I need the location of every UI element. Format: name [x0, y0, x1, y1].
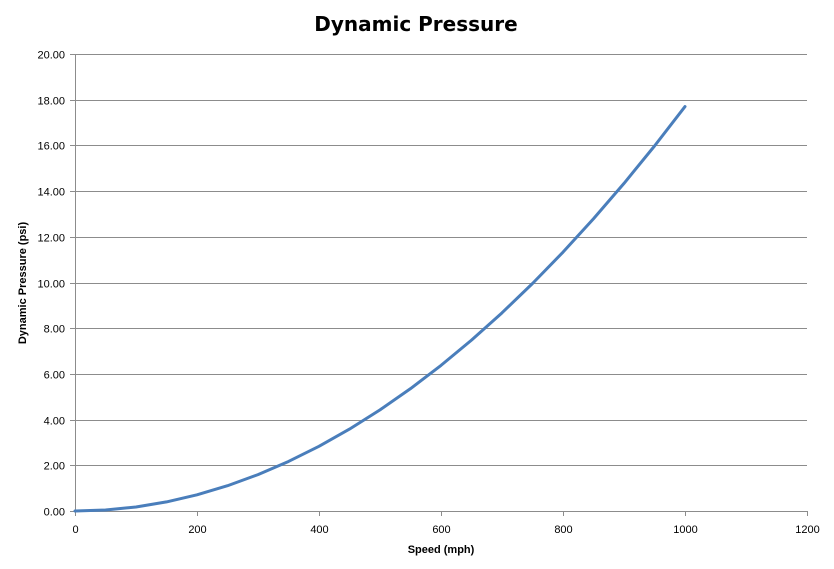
series-line [73, 105, 687, 513]
tick-labels: 0.00 2.00 4.00 6.00 8.00 10.00 12.00 14.00 16.00… [37, 50, 819, 537]
x-tick-label: 0 [72, 524, 78, 536]
y-tick-label: 20.00 [37, 50, 65, 62]
y-tick-label: 18.00 [37, 96, 65, 108]
y-tick-label: 8.00 [44, 324, 65, 336]
x-axis-label: Speed (mph) [408, 544, 475, 556]
y-tick-label: 4.00 [44, 416, 65, 428]
y-tick-label: 16.00 [37, 141, 65, 153]
y-tick-label: 12.00 [37, 233, 65, 245]
x-tick-label: 200 [188, 524, 206, 536]
y-tick-label: 6.00 [44, 370, 65, 382]
x-tick-label: 1000 [673, 524, 697, 536]
x-tick-label: 800 [554, 524, 572, 536]
x-tick-label: 400 [310, 524, 328, 536]
y-tick-label: 0.00 [44, 507, 65, 519]
y-tick-label: 14.00 [37, 187, 65, 199]
series-layer [73, 105, 687, 513]
y-tick-label: 2.00 [44, 461, 65, 473]
axes [70, 54, 808, 516]
y-axis-label: Dynamic Pressure (psi) [17, 222, 29, 345]
y-tick-label: 10.00 [37, 279, 65, 291]
x-tick-label: 600 [432, 524, 450, 536]
x-tick-label: 1200 [795, 524, 819, 536]
chart-title: Dynamic Pressure [314, 12, 517, 36]
gridlines [75, 54, 807, 466]
